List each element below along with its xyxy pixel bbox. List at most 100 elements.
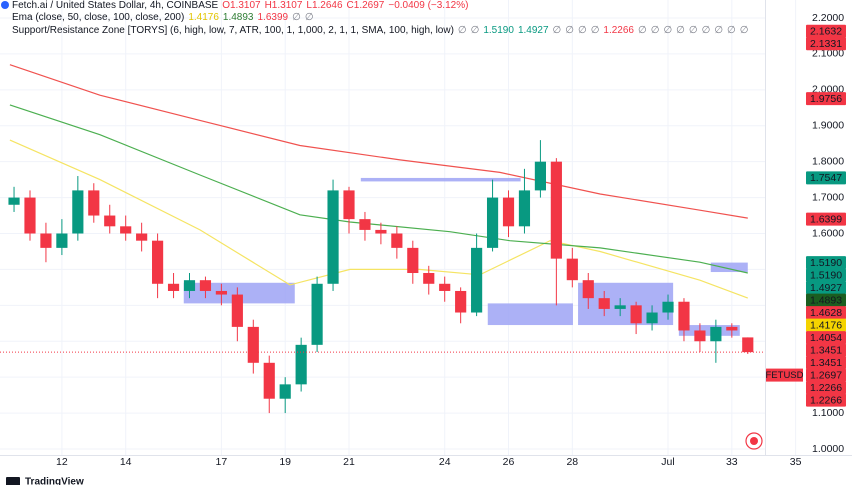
legend-item: ∅ — [663, 25, 672, 36]
price-tag-label: 1.5190 — [810, 257, 842, 269]
x-tick-label: 19 — [279, 456, 291, 468]
candle-body — [391, 233, 403, 248]
ema-line — [9, 139, 749, 299]
candle-body — [327, 190, 339, 284]
candle-body — [502, 197, 515, 227]
price-tag-label: 1.2266 — [810, 382, 842, 394]
sr-zone — [183, 282, 295, 304]
legend-item: −0.0409 (−3.12%) — [388, 0, 468, 11]
candle-body — [407, 247, 419, 274]
candle-body — [263, 362, 275, 399]
legend-item: L1.2646 — [306, 0, 343, 11]
candle-body — [726, 326, 738, 331]
legend-item: ∅ — [714, 25, 723, 36]
x-tick-label: 26 — [503, 456, 515, 468]
price-tag-label: 1.6399 — [810, 213, 842, 225]
price-tag-label: 1.5190 — [810, 269, 842, 281]
legend-item: ∅ — [740, 25, 749, 36]
candle-body — [88, 190, 100, 216]
y-tick-label: 1.8000 — [812, 155, 844, 167]
legend-item: 1.4176 — [188, 12, 219, 23]
legend-item: ∅ — [702, 25, 711, 36]
candle-body — [630, 305, 642, 324]
price-tag-label: 2.1632 — [810, 25, 842, 37]
legend-line: Support/Resistance Zone [TORYS] (6, high… — [12, 25, 748, 36]
legend-item: C1.2697 — [347, 0, 385, 11]
price-tag-label: 1.9756 — [810, 93, 842, 105]
candle-body — [375, 229, 387, 234]
y-tick-label: 1.0000 — [812, 443, 844, 455]
legend-item: ∅ — [292, 12, 301, 23]
x-tick-label: 14 — [120, 456, 132, 468]
candle-body — [486, 197, 499, 248]
candle-body — [742, 337, 754, 353]
y-tick-label: 2.2000 — [812, 12, 844, 24]
legend-item: 1.2266 — [603, 25, 634, 36]
price-tag-label: 1.2697 — [810, 369, 842, 381]
candle-body — [199, 280, 212, 291]
sr-zone — [360, 177, 521, 182]
price-tag — [806, 318, 846, 332]
candle-body — [40, 233, 52, 248]
candle-body — [311, 283, 323, 345]
price-tag-label: 1.4893 — [810, 294, 842, 306]
price-tag — [806, 37, 846, 51]
candle-body — [279, 384, 291, 399]
candle-body — [120, 226, 132, 234]
event-icon[interactable] — [745, 432, 763, 450]
symbol-tag — [766, 368, 803, 382]
candle-body — [72, 190, 84, 234]
brand-name: TradingView — [25, 477, 84, 485]
x-tick-label: 12 — [56, 456, 68, 468]
candle-body — [343, 190, 355, 220]
price-tag-label: 1.2266 — [810, 394, 842, 406]
candle-body — [662, 301, 674, 313]
candle-body — [231, 294, 243, 327]
x-tick-label: 28 — [566, 456, 578, 468]
candle-body — [598, 298, 610, 309]
flag-dot[interactable] — [750, 437, 758, 445]
y-tick-label: 1.9000 — [812, 120, 844, 132]
candle-body — [455, 290, 467, 313]
price-tag — [806, 393, 846, 407]
price-tag-label: 1.3451 — [810, 357, 842, 369]
plot-area — [0, 0, 797, 455]
legend-item: 1.6399 — [258, 12, 289, 23]
legend-item: ∅ — [676, 25, 685, 36]
price-tag — [806, 256, 846, 270]
legend-item: ∅ — [727, 25, 736, 36]
price-tag — [806, 381, 846, 395]
x-tick-label: 35 — [790, 456, 802, 468]
price-tag-label: 1.4176 — [810, 319, 842, 331]
candle-body — [439, 283, 451, 291]
y-tick-label: 1.1000 — [812, 407, 844, 419]
legend-item: 1.4927 — [518, 25, 549, 36]
legend-item: Support/Resistance Zone [TORYS] (6, high… — [12, 25, 454, 36]
price-tag — [806, 293, 846, 307]
price-tag — [806, 212, 846, 226]
candle-body — [646, 312, 658, 324]
legend-item: Fetch.ai / United States Dollar, 4h, COI… — [12, 0, 219, 11]
candle-body — [534, 161, 546, 191]
legend-item: 1.4893 — [223, 12, 254, 23]
candle-body — [678, 301, 690, 331]
symbol-label: FETUSD — [766, 370, 804, 381]
legend-item: ∅ — [471, 25, 480, 36]
price-tag — [806, 343, 846, 357]
ema-line — [9, 104, 748, 274]
candle-body — [183, 280, 196, 291]
candle-body — [167, 283, 180, 291]
legend-item: O1.3107 — [222, 0, 261, 11]
price-tag — [806, 331, 846, 345]
legend-item: H1.3107 — [265, 0, 303, 11]
price-tag-label: 1.7547 — [810, 172, 842, 184]
candle-body — [104, 215, 116, 227]
candle-body — [423, 273, 435, 284]
candle-body — [56, 233, 68, 248]
legend-item: ∅ — [565, 25, 574, 36]
candle-body — [694, 330, 706, 342]
legend-item: ∅ — [305, 12, 314, 23]
x-tick-label: 17 — [216, 456, 228, 468]
candle-body — [359, 219, 371, 230]
